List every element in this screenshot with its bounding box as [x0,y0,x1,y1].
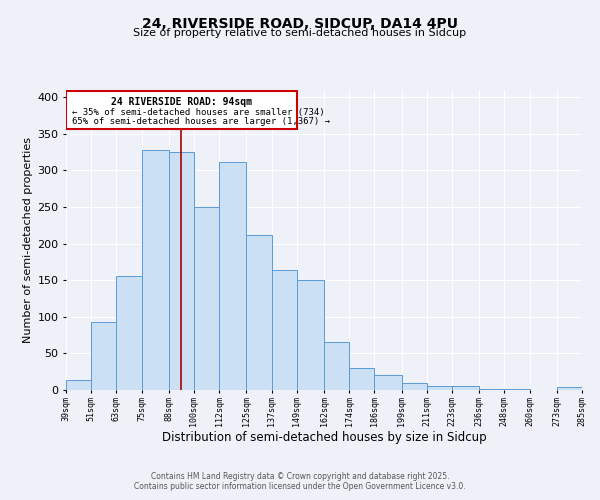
Bar [194,207,219,390]
Bar [91,322,116,390]
Text: 24 RIVERSIDE ROAD: 94sqm: 24 RIVERSIDE ROAD: 94sqm [111,98,252,108]
Text: ← 35% of semi-detached houses are smaller (734): ← 35% of semi-detached houses are smalle… [72,108,325,116]
X-axis label: Distribution of semi-detached houses by size in Sidcup: Distribution of semi-detached houses by … [161,431,487,444]
Bar [272,270,297,390]
Bar [247,235,272,390]
Text: Size of property relative to semi-detached houses in Sidcup: Size of property relative to semi-detach… [133,28,467,38]
Bar [66,380,91,390]
Bar [116,276,142,390]
Bar [557,387,582,390]
Bar [219,162,247,390]
FancyBboxPatch shape [66,92,297,129]
Bar [169,152,194,390]
Bar [452,386,479,390]
Text: Contains HM Land Registry data © Crown copyright and database right 2025.: Contains HM Land Registry data © Crown c… [151,472,449,481]
Text: 65% of semi-detached houses are larger (1,367) →: 65% of semi-detached houses are larger (… [72,117,330,126]
Bar [427,386,452,390]
Bar [374,374,401,390]
Bar [324,342,349,390]
Y-axis label: Number of semi-detached properties: Number of semi-detached properties [23,137,33,343]
Bar [349,368,374,390]
Text: 24, RIVERSIDE ROAD, SIDCUP, DA14 4PU: 24, RIVERSIDE ROAD, SIDCUP, DA14 4PU [142,18,458,32]
Text: Contains public sector information licensed under the Open Government Licence v3: Contains public sector information licen… [134,482,466,491]
Bar [142,150,169,390]
Bar [297,280,324,390]
Bar [401,384,427,390]
